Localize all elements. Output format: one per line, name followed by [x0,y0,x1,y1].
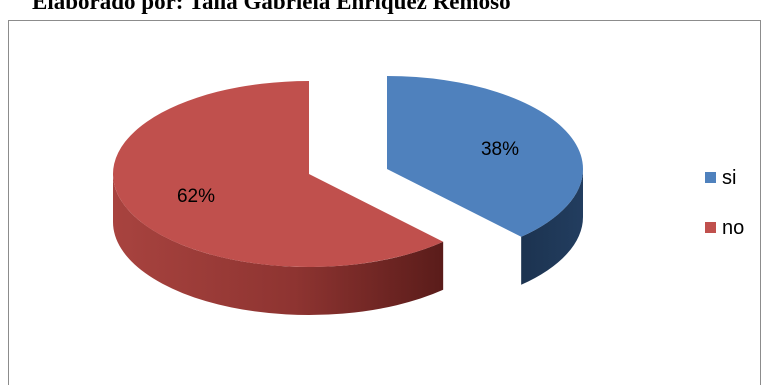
slice-si-side [521,169,583,285]
slice-no-side [112,174,444,315]
slices-layer: 62% 38% [112,76,583,315]
slice-si-top [387,76,583,237]
data-label-no: 62% [177,186,215,207]
legend-label-si: si [722,167,736,189]
slice-no-top [113,81,444,267]
slice-no: 62% [112,81,444,315]
legend: si no [705,167,744,239]
data-label-si: 38% [481,139,519,160]
legend-swatch-no [705,222,716,233]
legend-swatch-si [705,172,716,183]
slice-si: 38% [387,76,583,285]
figure-caption: Elaborado por: Talia Gabriela Enriquez R… [32,0,511,14]
legend-label-no: no [722,217,744,239]
